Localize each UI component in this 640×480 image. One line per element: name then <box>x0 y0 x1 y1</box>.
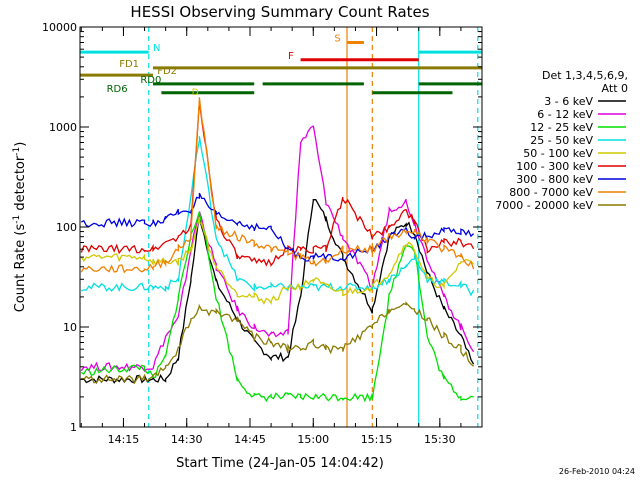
x-axis-label: Start Time (24-Jan-05 14:04:42) <box>176 456 384 471</box>
series-line <box>80 216 475 305</box>
y-axis-label-close: ) <box>13 142 28 147</box>
y-axis-label-main: Count Rate (s <box>13 224 28 313</box>
x-tick-label: 14:45 <box>234 433 266 446</box>
y-tick-label: 10 <box>63 321 77 334</box>
y-axis-label-tail: detector <box>13 155 28 215</box>
legend-entry-label: 12 - 25 keV <box>530 121 593 134</box>
flag-bar-label: S <box>334 33 340 44</box>
legend-entry-label: 7000 - 20000 keV <box>495 199 593 212</box>
legend-entry-label: 6 - 12 keV <box>537 108 593 121</box>
annotation-label: D <box>192 88 199 98</box>
flag-bar-label: FD1 <box>119 59 139 70</box>
series-line <box>80 125 475 373</box>
x-tick-label: 14:30 <box>171 433 203 446</box>
x-tick-label: 15:30 <box>424 433 456 446</box>
legend-entry-label: 3 - 6 keV <box>544 95 593 108</box>
flag-bar-label: RD6 <box>107 84 128 95</box>
series-line <box>81 199 475 385</box>
legend-entry-label: 25 - 50 keV <box>530 134 593 147</box>
y-tick-label: 1 <box>70 421 77 434</box>
legend-entry-label: 50 - 100 keV <box>523 147 593 160</box>
legend-entry-label: 800 - 7000 keV <box>509 186 593 199</box>
y-axis-label: Count Rate (s-1 detector-1) <box>12 142 28 313</box>
flag-bar-label: RD0 <box>140 75 161 86</box>
chart-title: HESSI Observing Summary Count Rates <box>130 3 429 21</box>
axis-ticks: 1 10 100 1000 10000 14:15 14:30 14:45 15:00 15:15… <box>42 21 483 446</box>
y-tick-label: 100 <box>56 221 77 234</box>
series-line <box>80 211 474 403</box>
series-line <box>81 192 475 262</box>
x-tick-label: 15:00 <box>297 433 329 446</box>
legend-title-line2: Att 0 <box>602 82 628 95</box>
legend-entry-label: 300 - 800 keV <box>516 173 593 186</box>
series-group <box>80 97 475 403</box>
flag-bar-label: FD2 <box>157 66 177 77</box>
footer-timestamp: 26-Feb-2010 04:24 <box>559 467 635 476</box>
flag-bar-label: N <box>153 43 160 54</box>
y-tick-label: 1000 <box>49 121 77 134</box>
legend-title-line1: Det 1,3,4,5,6,9, <box>542 69 628 82</box>
series-line <box>81 136 475 297</box>
series-line <box>80 100 475 268</box>
y-axis-label-sup2: -1 <box>12 147 22 156</box>
y-axis-label-sup1: -1 <box>12 215 22 224</box>
x-tick-label: 15:15 <box>361 433 393 446</box>
series-line <box>80 97 475 274</box>
flag-bar-label: F <box>288 51 294 62</box>
y-tick-label: 10000 <box>42 21 77 34</box>
legend-entry-label: 100 - 300 keV <box>516 160 593 173</box>
series-line <box>81 301 475 385</box>
x-tick-label: 14:15 <box>108 433 140 446</box>
